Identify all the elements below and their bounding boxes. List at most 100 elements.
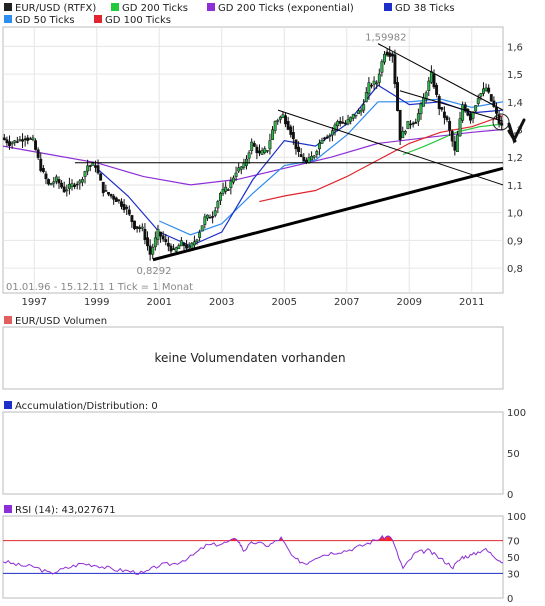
candle-body [125, 206, 129, 209]
candle-body [489, 94, 493, 102]
candle-body [429, 71, 433, 83]
candle-body [114, 197, 118, 202]
candle-body [169, 245, 173, 252]
price-annotations: 1,59982 0,8292 [136, 32, 406, 277]
candle-body [320, 139, 324, 144]
candle-body [140, 226, 144, 229]
candle-body [177, 245, 181, 249]
annotation-label: 1,59982 [365, 32, 406, 43]
legend-swatch-gd50 [4, 15, 12, 23]
candle-body [484, 87, 488, 91]
candle-body [2, 137, 6, 140]
candle-body [36, 149, 40, 158]
candle-body [218, 193, 222, 201]
candle-body [73, 184, 77, 187]
legend-swatch-eurusd [4, 3, 12, 11]
ma-gd200-line [402, 123, 504, 156]
rsi-series-line [2, 534, 503, 575]
candle-body [273, 121, 277, 131]
ad-y-tick-label: 0 [507, 490, 513, 501]
candle-body [237, 167, 241, 172]
x-tick-label: 2007 [334, 297, 359, 308]
candle-body [192, 241, 196, 246]
candle-body [276, 120, 280, 122]
trendlines [74, 43, 504, 262]
candle-body [354, 114, 358, 117]
candle-body [258, 150, 261, 154]
candle-body [500, 122, 504, 126]
candle-body [166, 242, 170, 247]
candle-body [151, 247, 155, 255]
candle-body [112, 195, 116, 200]
legend-label-gd200: GD 200 Ticks [122, 3, 188, 14]
candle-body [211, 216, 215, 218]
candle-body [161, 235, 165, 240]
candle-body [323, 137, 327, 140]
candle-body [458, 118, 462, 137]
candle-body [383, 53, 386, 63]
candle-body [44, 173, 48, 180]
annotation-label: 0,8292 [136, 266, 171, 277]
moving-average-lines [2, 84, 504, 247]
candle-body [67, 183, 71, 189]
legend: EUR/USD (RTFX) GD 200 Ticks GD 200 Ticks… [4, 3, 455, 26]
y-tick-label: 1,6 [507, 42, 523, 53]
candle-body [28, 138, 32, 140]
candle-body [359, 109, 363, 113]
candle-body [325, 136, 329, 139]
candle-body [190, 242, 194, 249]
candle-body [86, 165, 90, 172]
candle-body [107, 192, 110, 195]
candle-body [101, 181, 105, 194]
y-tick-label: 1,1 [507, 181, 523, 192]
rsi-line [2, 534, 503, 575]
candle-body [70, 183, 74, 188]
candle-body [21, 139, 24, 142]
ad-y-tick-label: 50 [507, 449, 520, 460]
candle-body [364, 92, 368, 103]
candle-body [419, 103, 423, 115]
candle-body [265, 150, 269, 152]
ma-gd38-line [96, 84, 504, 247]
candle-body [47, 179, 51, 185]
trendline [152, 166, 504, 262]
candle-body [468, 113, 472, 121]
candle-body [26, 137, 30, 141]
candle-body [463, 104, 467, 112]
candle-body [83, 171, 87, 177]
candle-body [357, 110, 360, 115]
candle-body [104, 190, 108, 192]
candle-body [224, 186, 228, 192]
candle-body [78, 180, 82, 184]
legend-label-gd200-exp: GD 200 Ticks (exponential) [218, 3, 354, 14]
ad-panel: Accumulation/Distribution: 0 0 50 100 [2, 401, 526, 501]
ad-y-axis: 0 50 100 [507, 408, 526, 501]
candle-body [284, 115, 288, 125]
price-panel: 0,8 0,9 1,0 1,1 1,2 1,3 1,4 1,5 1,6 1,59982 0,829… [2, 26, 526, 294]
rsi-y-tick-label: 100 [507, 512, 526, 523]
candle-body [307, 157, 311, 164]
candle-body [10, 142, 14, 145]
candle-body [346, 119, 350, 125]
candle-body [172, 248, 176, 250]
rsi-title: RSI (14): 43,027671 [15, 505, 116, 516]
rsi-overbought-fill [386, 535, 389, 541]
ad-y-tick-label: 100 [507, 408, 526, 419]
price-grid [3, 27, 503, 293]
candle-body [185, 244, 189, 249]
candle-body [122, 204, 126, 211]
candle-body [153, 237, 157, 248]
x-tick-label: 1999 [84, 297, 109, 308]
candle-body [461, 104, 465, 121]
candle-body [216, 201, 220, 209]
candle-body [130, 215, 134, 222]
candle-body [8, 141, 11, 146]
candle-body [221, 189, 225, 194]
candle-body [271, 129, 274, 140]
candle-body [291, 132, 295, 139]
candle-body [343, 122, 347, 125]
ad-title: Accumulation/Distribution: 0 [15, 401, 158, 412]
candle-body [330, 130, 334, 136]
candle-body [411, 122, 415, 125]
